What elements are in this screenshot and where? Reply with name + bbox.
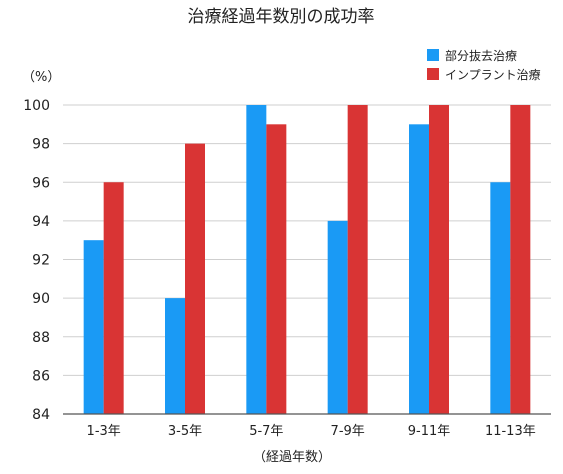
x-tick-label: 5-7年: [249, 424, 283, 439]
bar-implant-1: [185, 143, 205, 414]
x-axis-title: （経過年数）: [253, 450, 331, 465]
bar-implant-3: [347, 105, 368, 414]
y-tick-label: 88: [32, 330, 50, 346]
legend-label: インプラント治療: [445, 68, 541, 82]
y-tick-label: 96: [32, 175, 50, 191]
y-tick-label: 92: [32, 253, 50, 269]
y-tick-label: 100: [23, 98, 50, 114]
x-tick-label: 3-5年: [168, 424, 202, 439]
legend-label: 部分抜去治療: [445, 48, 517, 63]
y-axis-ticks: 84 86 88 90 92 94 96 98 100: [23, 98, 50, 423]
bar-partial-extraction-3: [327, 220, 348, 414]
bar-implant-5: [510, 105, 531, 414]
bar-partial-extraction-2: [246, 105, 267, 414]
y-tick-label: 84: [32, 407, 50, 423]
x-axis-ticks: 1-3年 3-5年 5-7年 7-9年 9-11年 11-13年: [87, 424, 536, 439]
bar-implant-0: [103, 182, 124, 414]
y-tick-label: 94: [32, 214, 50, 230]
y-axis-unit-label: （%）: [22, 70, 60, 85]
x-tick-label: 9-11年: [408, 424, 451, 439]
bar-partial-extraction-0: [83, 240, 104, 414]
y-tick-label: 98: [32, 137, 50, 153]
y-tick-label: 90: [32, 291, 50, 307]
bar-partial-extraction-4: [409, 124, 429, 414]
chart-title: 治療経過年数別の成功率: [188, 7, 375, 27]
x-tick-label: 7-9年: [331, 424, 365, 439]
bar-implant-2: [266, 124, 287, 414]
bars: [83, 105, 531, 414]
y-tick-label: 86: [32, 368, 50, 384]
bar-implant-4: [429, 105, 449, 414]
legend-swatch: [427, 68, 439, 80]
gridlines: [63, 104, 551, 376]
x-tick-label: 1-3年: [87, 424, 121, 439]
legend-swatch: [427, 49, 439, 61]
x-tick-label: 11-13年: [485, 424, 536, 439]
bar-partial-extraction-1: [165, 298, 185, 414]
bar-partial-extraction-5: [490, 182, 511, 414]
